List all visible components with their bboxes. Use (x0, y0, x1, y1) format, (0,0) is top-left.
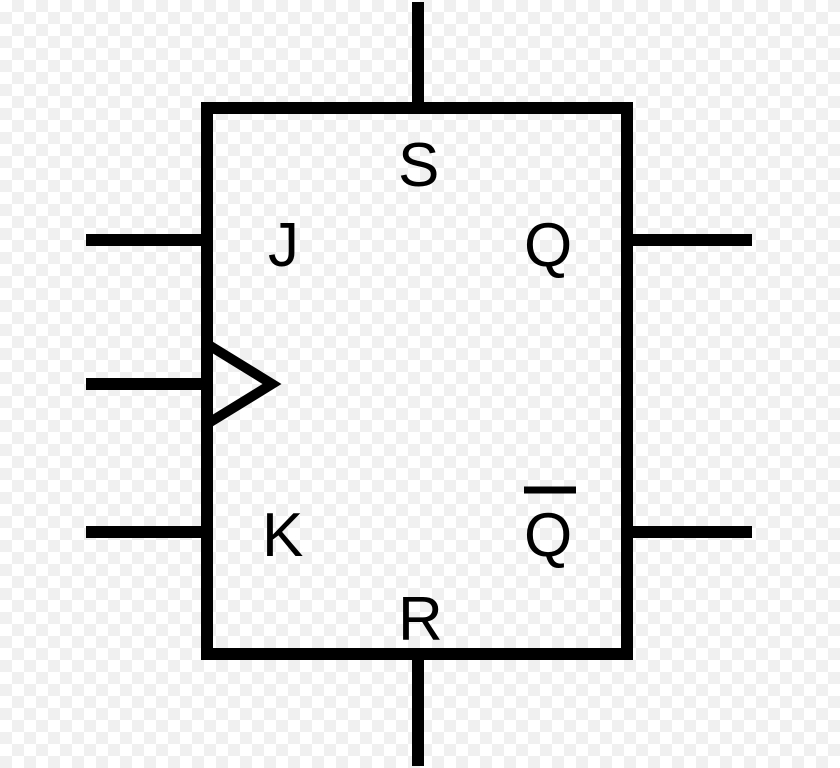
clock-edge-triangle-icon (207, 344, 272, 424)
label-k: K (262, 501, 303, 570)
label-q-bar: Q (524, 501, 572, 570)
jk-flip-flop-diagram: S R J K Q Q (0, 0, 840, 768)
label-reset: R (398, 585, 443, 654)
label-set: S (398, 131, 439, 200)
label-j: J (268, 211, 299, 280)
label-q: Q (524, 211, 572, 280)
